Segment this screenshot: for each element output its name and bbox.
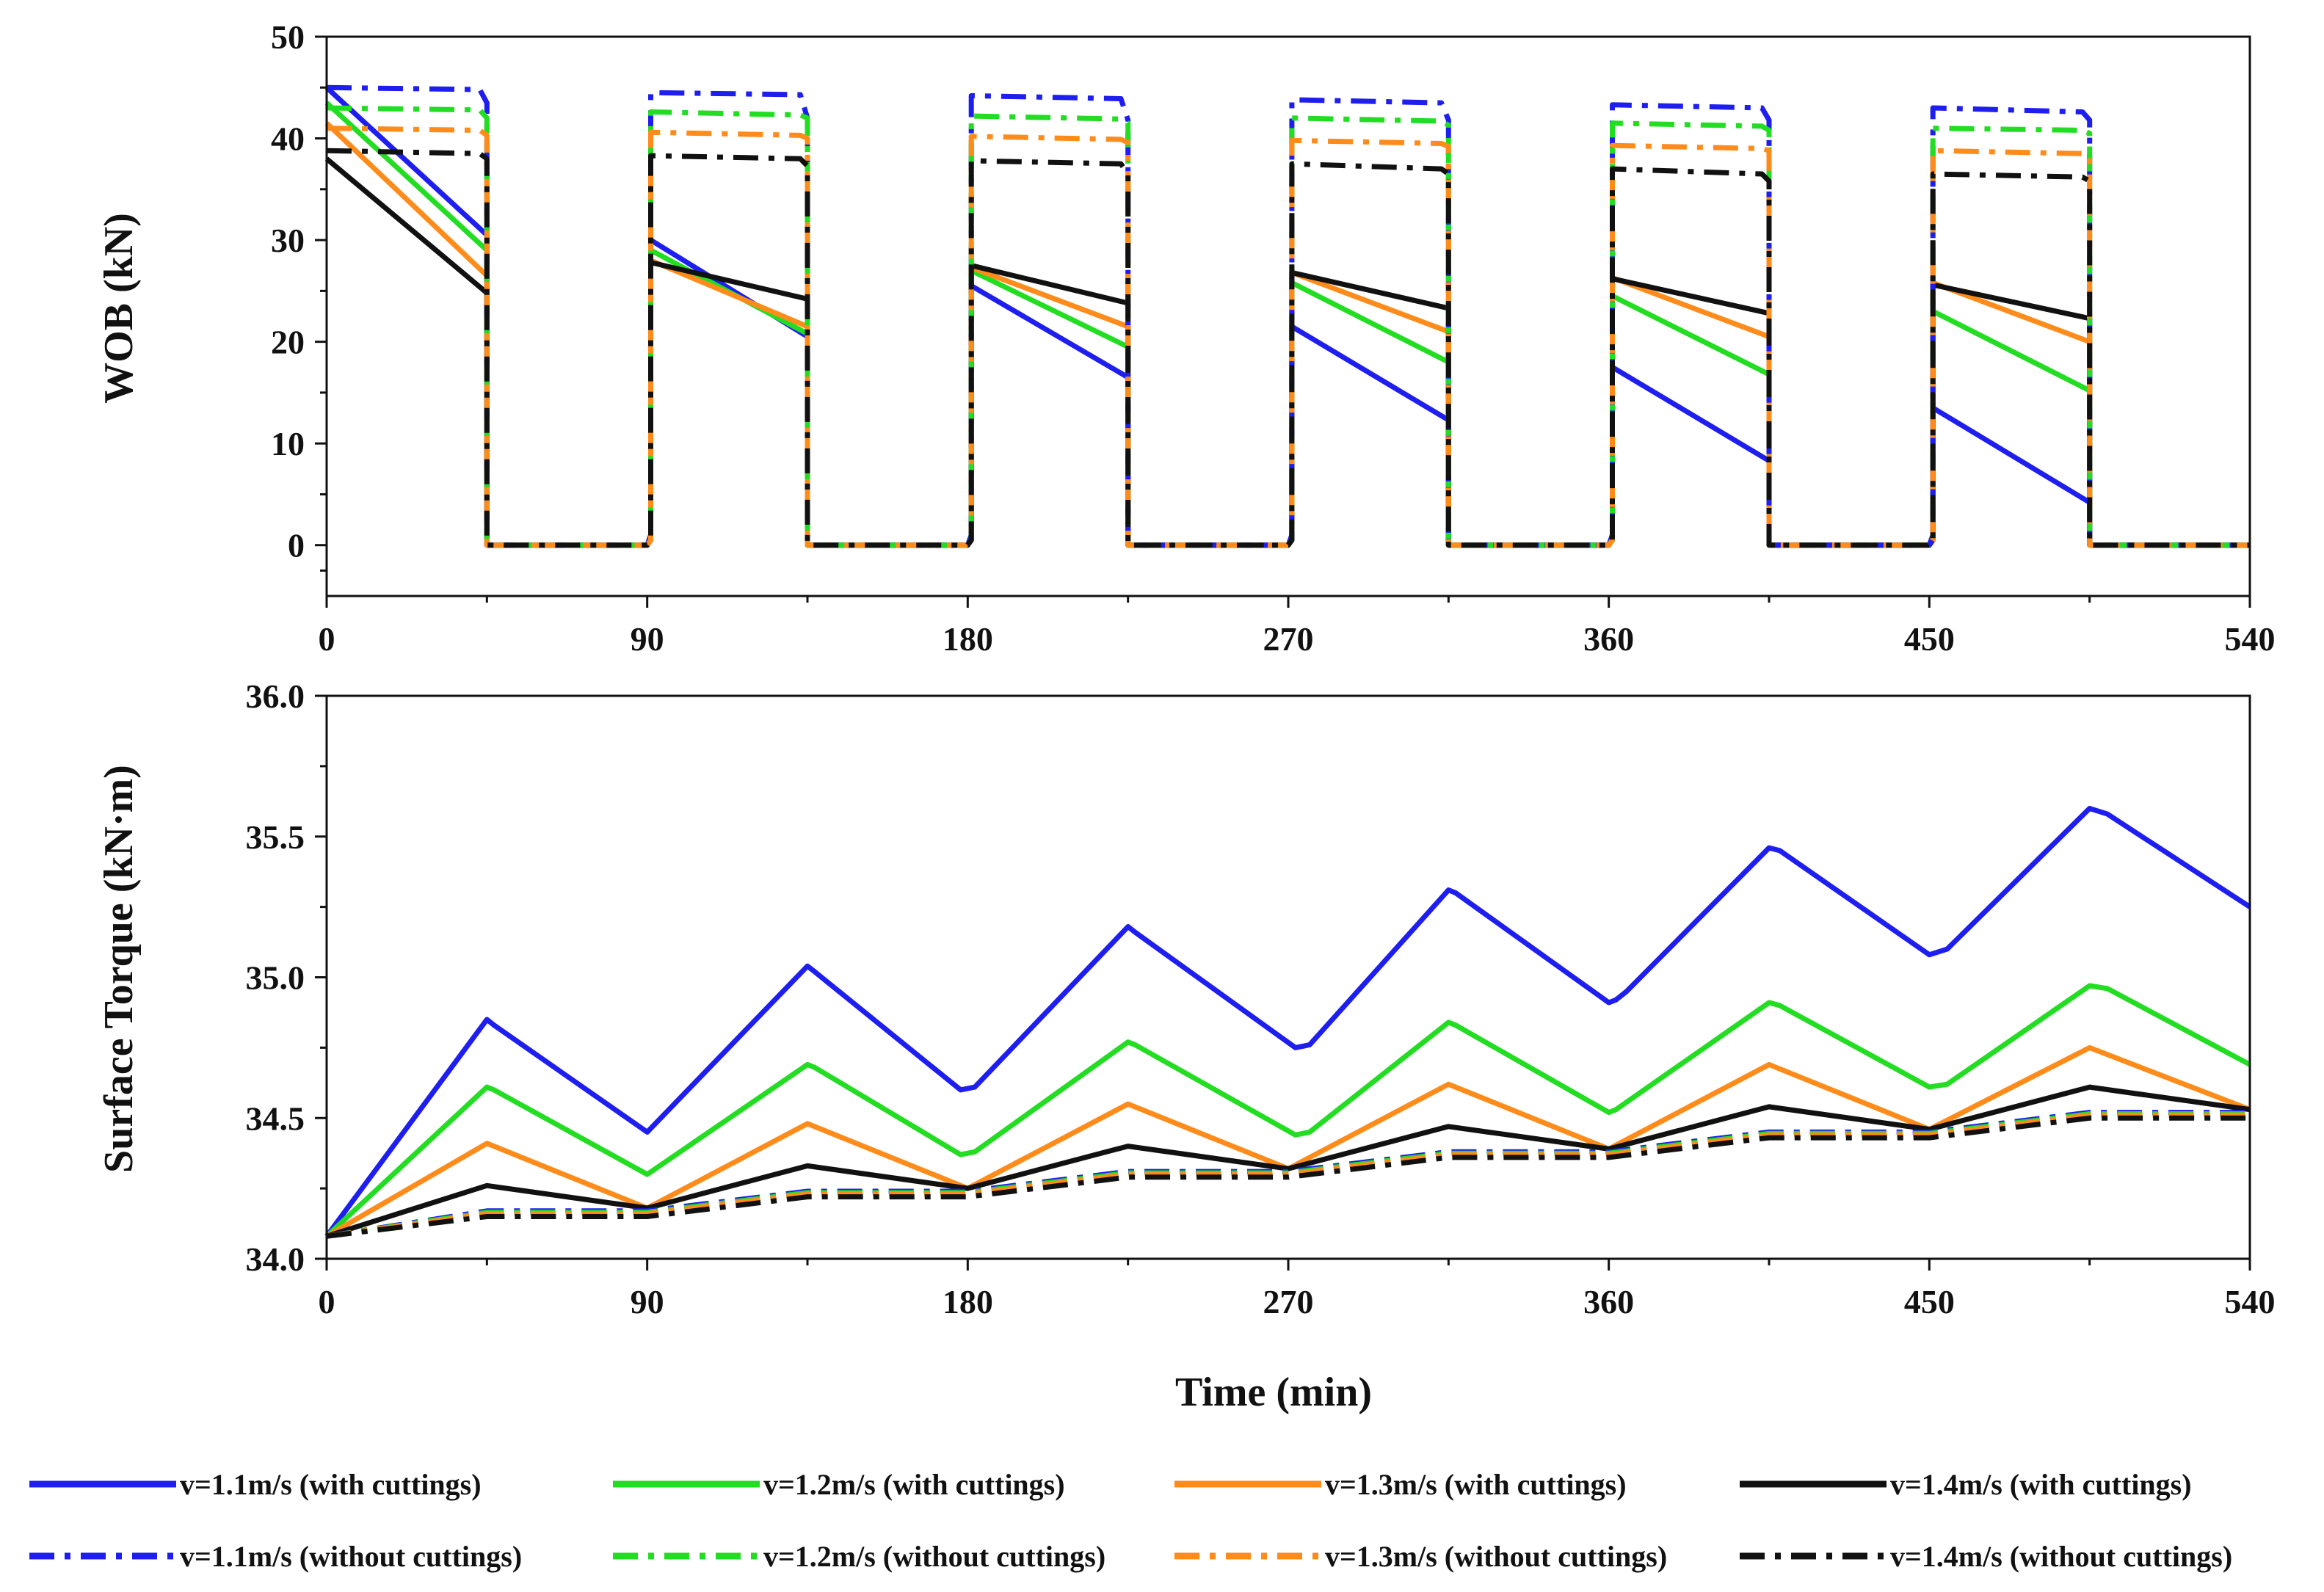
wob-panel: 0 90 180 270 360 450 540 0 10 20 30 40 50: [271, 18, 2276, 658]
wob-x-tick-label: 450: [1904, 620, 1955, 658]
torque-x-tick-label: 270: [1263, 1283, 1314, 1320]
torque-series-7-line: [326, 1115, 2250, 1239]
legend-label-3: v=1.4m/s (with cuttings): [1890, 1468, 2192, 1501]
torque-series-0-line: [324, 805, 2251, 1238]
legend: v=1.1m/s (with cuttings) v=1.2m/s (with c…: [29, 1468, 2232, 1573]
torque-x-tick-label: 360: [1583, 1283, 1634, 1320]
wob-y-tick-label: 50: [271, 18, 305, 56]
torque-y-tick-label: 35.5: [246, 818, 305, 856]
wob-x-tick-label: 540: [2225, 620, 2276, 658]
wob-y-tick-label: 10: [271, 425, 305, 462]
torque-series-6-line: [326, 1112, 2250, 1239]
torque-y-tick-label: 34.5: [246, 1100, 305, 1137]
wob-x-tick-label: 90: [631, 620, 664, 658]
legend-label-1: v=1.2m/s (with cuttings): [763, 1468, 1065, 1501]
torque-y-tick-label: 34.0: [246, 1240, 305, 1278]
wob-x-tick-label: 180: [943, 620, 993, 658]
torque-x-tick-label: 540: [2225, 1283, 2276, 1320]
wob-series-6-line: [326, 126, 2250, 548]
legend-label-5: v=1.2m/s (without cuttings): [763, 1540, 1105, 1573]
wob-y-tick-label: 20: [271, 324, 305, 361]
wob-series-1-line: [324, 101, 2250, 548]
legend-label-6: v=1.3m/s (without cuttings): [1325, 1540, 1667, 1573]
legend-label-7: v=1.4m/s (without cuttings): [1890, 1540, 2232, 1573]
bottom-x-axis-title: Time (min): [1175, 1370, 1372, 1415]
wob-series-4-line: [326, 84, 2250, 548]
legend-label-2: v=1.3m/s (with cuttings): [1325, 1468, 1627, 1501]
wob-series-0-line: [324, 85, 2250, 548]
wob-series-2-line: [324, 121, 2250, 548]
torque-x-tick-label: 90: [631, 1283, 664, 1320]
torque-y-tick-label: 35.0: [246, 959, 305, 997]
torque-series-3-line: [325, 1084, 2251, 1239]
torque-series-1-line: [324, 983, 2251, 1238]
legend-label-0: v=1.1m/s (with cuttings): [180, 1468, 482, 1501]
torque-panel: 0 90 180 270 360 450 540 34.0 34.5 35.0 35.5 36.0: [246, 677, 2276, 1320]
wob-x-tick-label: 360: [1583, 620, 1634, 658]
wob-y-tick-label: 40: [271, 120, 305, 158]
wob-series-7-line: [326, 148, 2250, 548]
wob-plot-frame: [325, 35, 2251, 597]
wob-x-tick-label: 0: [319, 620, 335, 658]
wob-series-3-line: [324, 156, 2250, 548]
wob-y-tick-label: 30: [271, 222, 305, 259]
wob-y-tick-label: 0: [288, 527, 305, 564]
top-y-axis-title: WOB (kN): [96, 213, 142, 404]
torque-x-tick-label: 180: [943, 1283, 993, 1320]
legend-label-4: v=1.1m/s (without cuttings): [180, 1540, 522, 1573]
torque-x-tick-label: 450: [1904, 1283, 1955, 1320]
torque-y-tick-label: 36.0: [246, 677, 305, 715]
torque-x-tick-label: 0: [319, 1283, 335, 1320]
wob-x-tick-label: 270: [1263, 620, 1314, 658]
bottom-y-axis-title: Surface Torque (kN·m): [96, 765, 142, 1173]
